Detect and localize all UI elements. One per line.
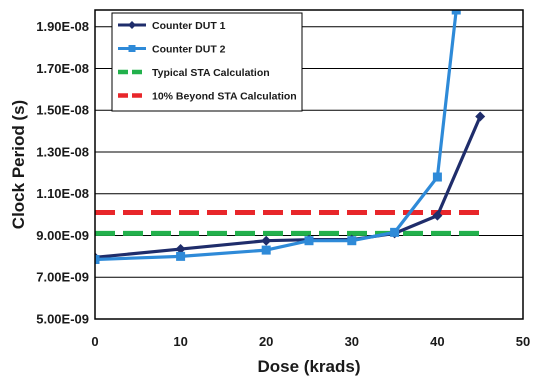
y-tick-label: 7.00E-09 bbox=[36, 270, 89, 285]
y-tick-label: 9.00E-09 bbox=[36, 228, 89, 243]
series-0 bbox=[95, 111, 486, 263]
series-line bbox=[95, 115, 482, 260]
y-tick-label: 1.10E-08 bbox=[36, 186, 89, 201]
x-axis-title: Dose (krads) bbox=[258, 357, 361, 376]
y-tick-label: 5.00E-09 bbox=[36, 312, 89, 327]
x-tick-label: 0 bbox=[91, 334, 98, 349]
legend: Counter DUT 1 Counter DUT 2 Typical STA Ca… bbox=[111, 12, 303, 112]
data-point bbox=[432, 172, 442, 182]
y-tick-label: 1.70E-08 bbox=[36, 61, 89, 76]
legend-item: Counter DUT 2 bbox=[118, 44, 226, 56]
legend-item: Counter DUT 1 bbox=[118, 20, 226, 32]
y-tick-label: 1.90E-08 bbox=[36, 19, 89, 34]
legend-item: 10% Beyond STA Calculation bbox=[118, 91, 297, 103]
legend-box bbox=[111, 12, 303, 112]
x-tick-label: 10 bbox=[173, 334, 187, 349]
legend-item: Typical STA Calculation bbox=[118, 67, 270, 79]
legend-label: Typical STA Calculation bbox=[152, 67, 270, 79]
data-point bbox=[175, 244, 186, 255]
legend-label: Counter DUT 1 bbox=[152, 20, 226, 32]
series-line bbox=[95, 10, 458, 262]
data-point bbox=[261, 235, 272, 246]
legend-label: Counter DUT 2 bbox=[152, 44, 226, 56]
data-point bbox=[304, 236, 314, 246]
data-point bbox=[347, 236, 357, 246]
y-tick-label: 1.50E-08 bbox=[36, 103, 89, 118]
plot-area-frame bbox=[94, 9, 524, 320]
y-tick-label: 1.30E-08 bbox=[36, 144, 89, 159]
legend-label: 10% Beyond STA Calculation bbox=[152, 91, 297, 103]
x-tick-label: 20 bbox=[259, 334, 273, 349]
series-1 bbox=[95, 10, 461, 264]
data-point bbox=[432, 210, 443, 221]
data-point bbox=[261, 245, 271, 255]
x-tick-label: 50 bbox=[516, 334, 530, 349]
y-axis-title: Clock Period (s) bbox=[9, 100, 28, 229]
data-point bbox=[475, 111, 486, 122]
x-tick-label: 40 bbox=[430, 334, 444, 349]
series-lines bbox=[95, 10, 486, 264]
data-point bbox=[451, 10, 461, 15]
data-point bbox=[390, 227, 400, 237]
x-tick-label: 30 bbox=[345, 334, 359, 349]
y-tick-labels: 5.00E-09 7.00E-09 9.00E-09 1.10E-08 1.30E-08… bbox=[36, 19, 89, 326]
legend-marker bbox=[128, 21, 136, 29]
legend-marker bbox=[128, 45, 136, 52]
data-point bbox=[176, 251, 186, 261]
x-tick-labels: 0 10 20 30 40 50 bbox=[91, 334, 530, 349]
data-point bbox=[95, 254, 100, 264]
